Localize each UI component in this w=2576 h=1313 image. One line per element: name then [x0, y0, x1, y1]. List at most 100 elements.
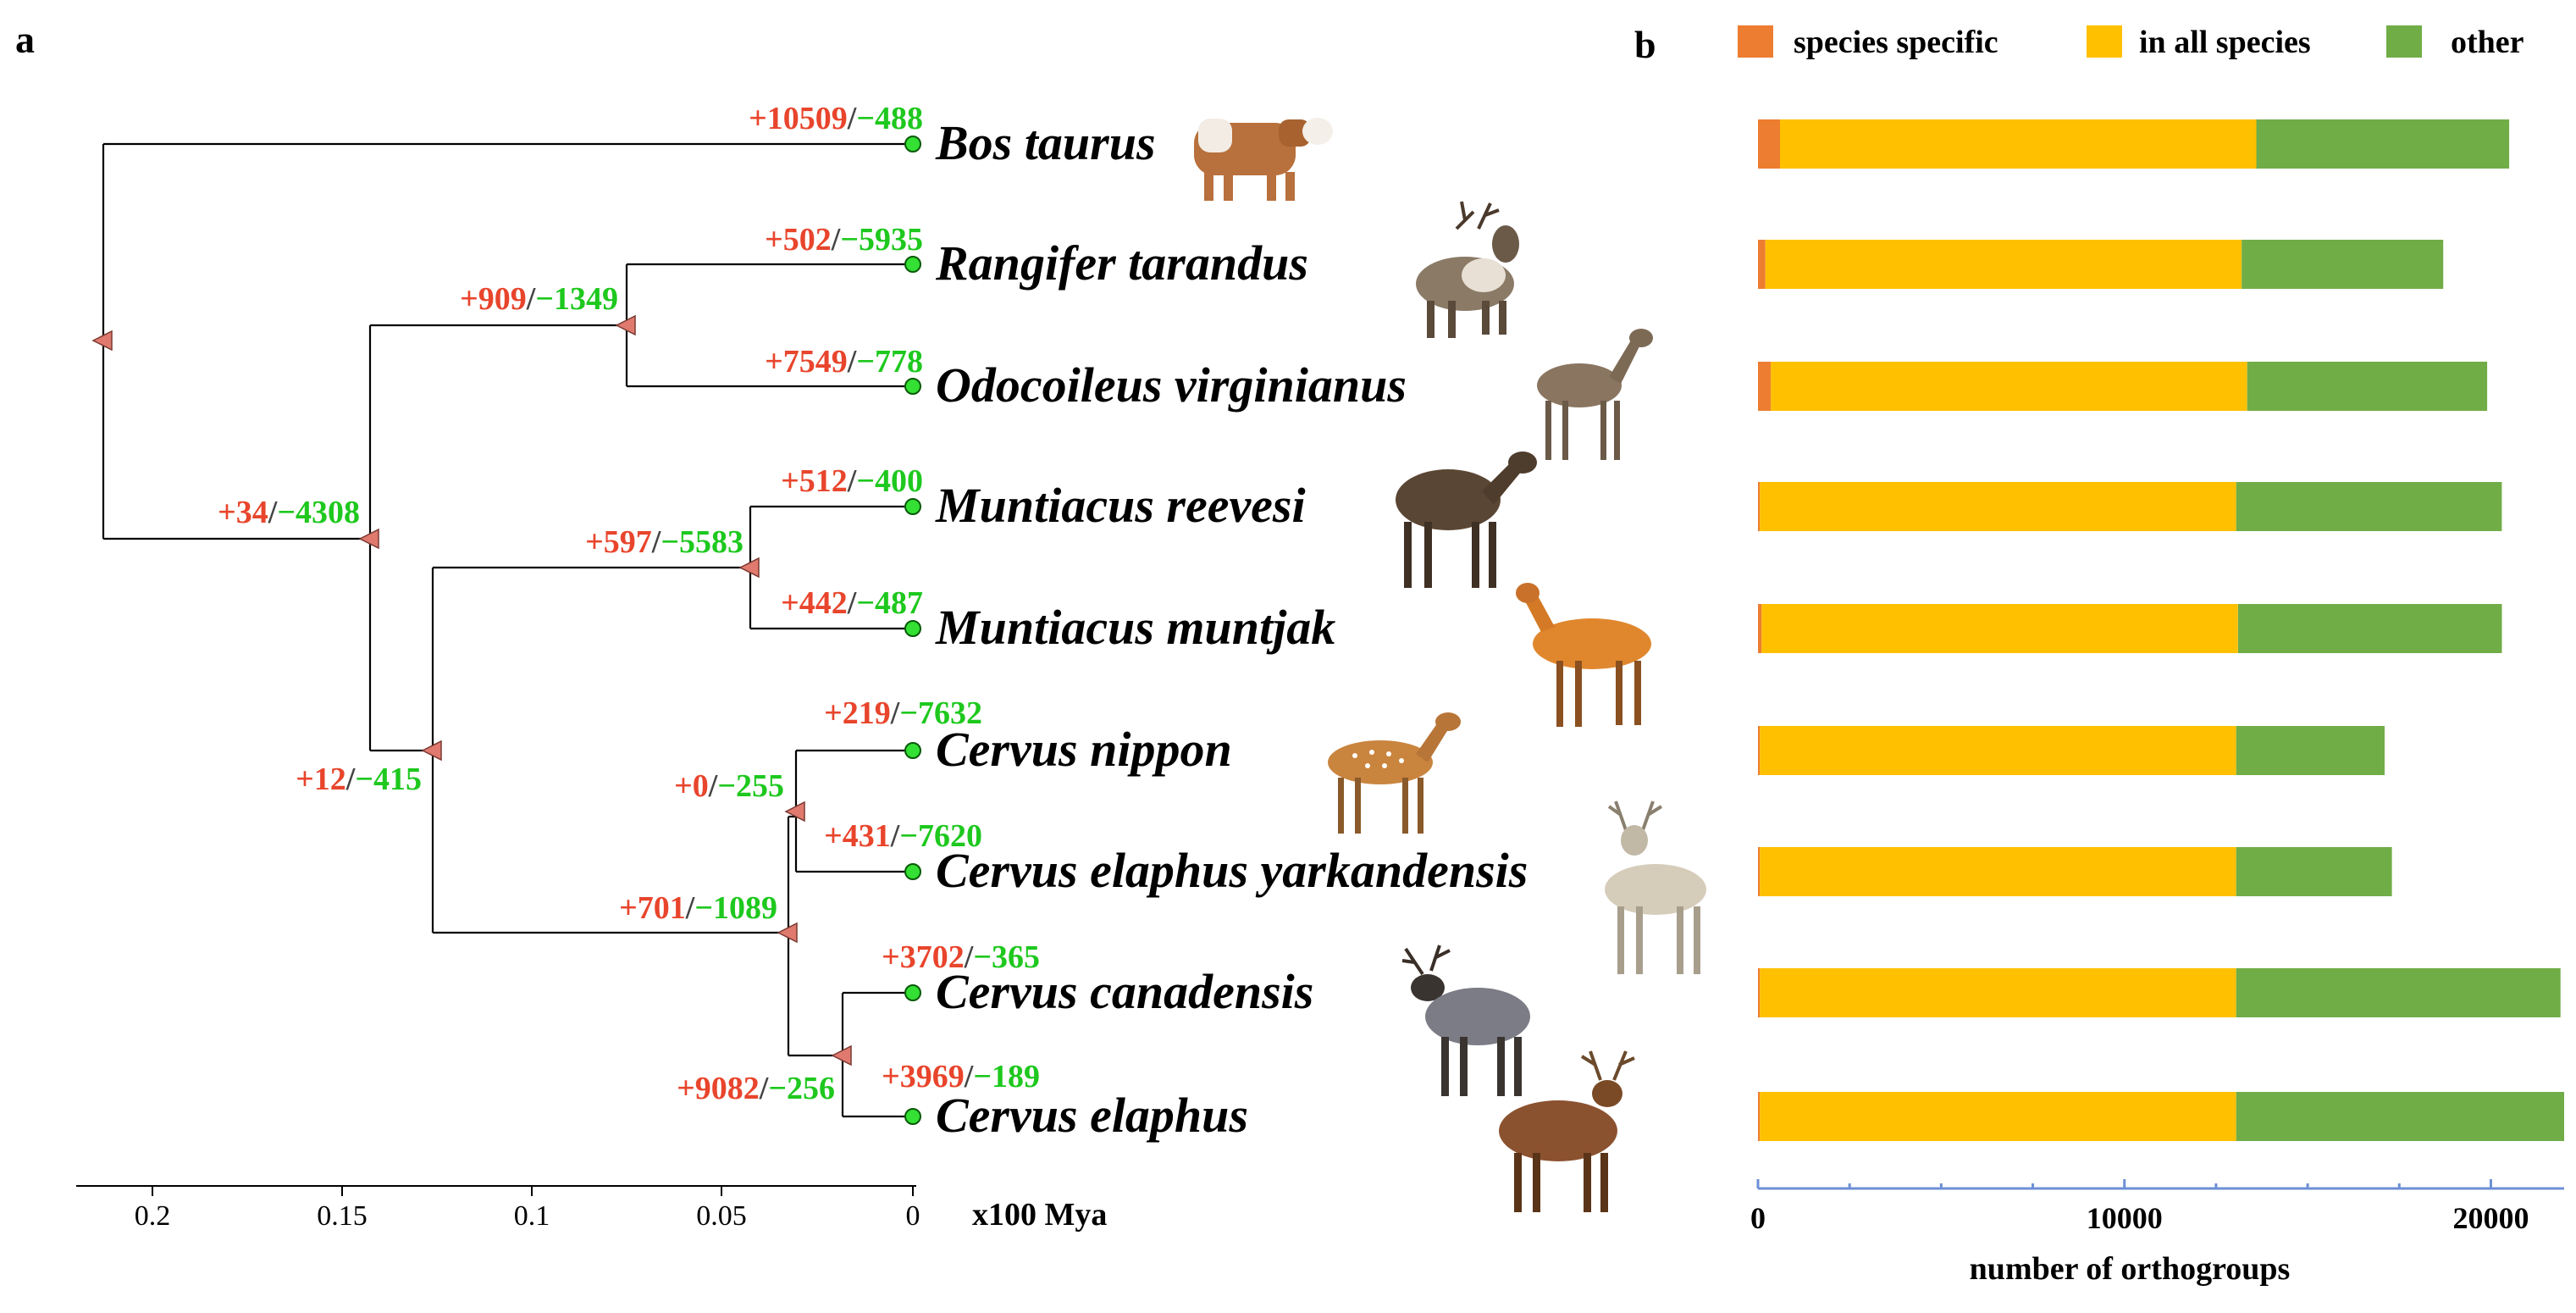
bar-segment-species-specific — [1758, 240, 1766, 289]
time-tick-label: 0 — [906, 1200, 920, 1232]
cow-image — [1194, 118, 1333, 201]
tip-node — [904, 863, 921, 880]
red-deer-image — [1499, 1050, 1635, 1212]
time-axis: 0.2 0.15 0.1 0.05 0 x100 Mya — [76, 1185, 1107, 1233]
x-axis-label: number of orthogroups — [1970, 1251, 2291, 1287]
x-tick-label: 10000 — [2087, 1201, 2163, 1235]
bar-segment-species-specific — [1758, 362, 1772, 411]
animal-pictures — [1194, 118, 1706, 1212]
panel-a: a — [15, 18, 1706, 1233]
bar-segment-other — [2247, 362, 2488, 411]
node-annotation-canadensis-elaphus: +9082/−256 — [677, 1071, 835, 1106]
bar-segment-other — [2236, 847, 2392, 896]
bar-segment-in-all-species — [1760, 1092, 2236, 1141]
time-axis-label: x100 Mya — [972, 1197, 1107, 1233]
time-tick-label: 0.2 — [135, 1200, 171, 1232]
bar-segment-other — [2236, 726, 2385, 775]
internal-node-marker — [615, 314, 636, 336]
bar-segment-in-all-species — [1760, 968, 2236, 1017]
internal-node-marker — [358, 528, 379, 550]
legend-label-species-specific: species specific — [1794, 25, 1998, 60]
time-tick-label: 0.05 — [696, 1200, 747, 1232]
tip-node — [904, 620, 921, 637]
species-label-cervus-elaphus: Cervus elaphus — [936, 1088, 1248, 1143]
bar-segment-in-all-species — [1760, 482, 2236, 531]
tip-node — [904, 1108, 921, 1125]
internal-annotations: +909/−1349 +34/−4308 +597/−5583 +12/−415… — [218, 281, 835, 1106]
tip-node — [904, 984, 921, 1001]
x-axis — [1756, 1179, 2564, 1190]
bar-segment-other — [2237, 604, 2502, 653]
internal-node-marker — [777, 922, 798, 944]
node-annotation-cervidae: +34/−4308 — [218, 495, 360, 530]
tip-node — [904, 136, 921, 152]
bar-segment-in-all-species — [1760, 847, 2236, 896]
legend-label-in-all-species: in all species — [2139, 25, 2311, 60]
bar-segment-species-specific — [1758, 482, 1761, 531]
white-tailed-deer-image — [1537, 329, 1653, 460]
species-label-odocoileus-virginianus: Odocoileus virginianus — [936, 357, 1407, 413]
node-annotation-muntiacus: +597/−5583 — [585, 524, 744, 560]
reeves-muntjac-image — [1396, 452, 1537, 588]
species-label-muntiacus-reevesi: Muntiacus reevesi — [935, 478, 1306, 533]
panel-b-letter: b — [1634, 23, 1656, 66]
bar-group — [1758, 119, 2564, 1141]
tip-annotations: +10509/−488 +502/−5935 +7549/−778 +512/−… — [749, 101, 1040, 1094]
node-annotation-muntiacus-cervus: +12/−415 — [296, 762, 422, 797]
bar-segment-in-all-species — [1765, 240, 2242, 289]
bar-segment-in-all-species — [1761, 604, 2238, 653]
bar-segment-species-specific — [1758, 847, 1761, 896]
node-annotation-rangifer-odocoileus: +909/−1349 — [460, 281, 618, 317]
time-tick-label: 0.1 — [514, 1200, 550, 1232]
tip-annotation-muntjak: +442/−487 — [781, 585, 923, 621]
tip-node — [904, 498, 921, 515]
internal-node-marker — [784, 801, 805, 823]
bar-segment-species-specific — [1758, 1092, 1761, 1141]
wapiti-image — [1401, 945, 1530, 1096]
node-annotation-nippon-yarkandensis: +0/−255 — [674, 768, 784, 804]
species-labels: Bos taurus Rangifer tarandus Odocoileus … — [935, 115, 1528, 1143]
sika-deer-image — [1328, 712, 1461, 834]
bar-segment-in-all-species — [1760, 726, 2236, 775]
reindeer-image — [1416, 201, 1519, 338]
x-tick-label: 20000 — [2452, 1201, 2529, 1235]
bar-segment-species-specific — [1758, 968, 1761, 1017]
bar-segment-in-all-species — [1771, 362, 2247, 411]
x-tick-label: 0 — [1750, 1201, 1766, 1235]
x-ticks: 0 10000 20000 — [1750, 1201, 2529, 1235]
bar-segment-other — [2236, 482, 2502, 531]
tip-annotation-bos: +10509/−488 — [749, 101, 923, 136]
internal-node-marker — [91, 330, 113, 352]
bar-segment-species-specific — [1758, 119, 1780, 169]
legend-label-other: other — [2451, 25, 2524, 60]
panel-b: b species specific in all species other … — [1634, 23, 2564, 1287]
yarkand-deer-image — [1605, 801, 1706, 974]
legend-swatch-other — [2386, 25, 2422, 58]
tip-annotation-reevesi: +512/−400 — [781, 463, 923, 499]
tip-node — [904, 742, 921, 759]
bar-segment-other — [2236, 1092, 2564, 1141]
species-label-cervus-canadensis: Cervus canadensis — [936, 964, 1313, 1019]
tip-markers — [904, 136, 921, 1125]
tip-node — [904, 378, 921, 395]
legend-swatch-species-specific — [1738, 25, 1773, 58]
bar-segment-species-specific — [1758, 604, 1762, 653]
bar-segment-other — [2256, 119, 2510, 169]
tip-annotation-canadensis: +3702/−365 — [882, 939, 1040, 975]
chart-legend: species specific in all species other — [1738, 25, 2524, 60]
internal-node-marker — [738, 557, 760, 579]
internal-node-marker — [421, 740, 442, 762]
bar-segment-species-specific — [1758, 726, 1761, 775]
internal-node-markers — [91, 314, 852, 1066]
species-label-cervus-nippon: Cervus nippon — [936, 722, 1232, 777]
tip-annotation-yarkandensis: +431/−7620 — [824, 818, 982, 854]
species-label-bos-taurus: Bos taurus — [935, 115, 1156, 170]
species-label-cervus-elaphus-yarkandensis: Cervus elaphus yarkandensis — [936, 843, 1528, 898]
panel-a-letter: a — [15, 18, 35, 61]
tip-node — [904, 256, 921, 273]
legend-swatch-in-all-species — [2087, 25, 2122, 58]
internal-node-marker — [831, 1044, 852, 1066]
species-label-rangifer-tarandus: Rangifer tarandus — [935, 235, 1308, 291]
node-annotation-cervus: +701/−1089 — [619, 890, 777, 926]
